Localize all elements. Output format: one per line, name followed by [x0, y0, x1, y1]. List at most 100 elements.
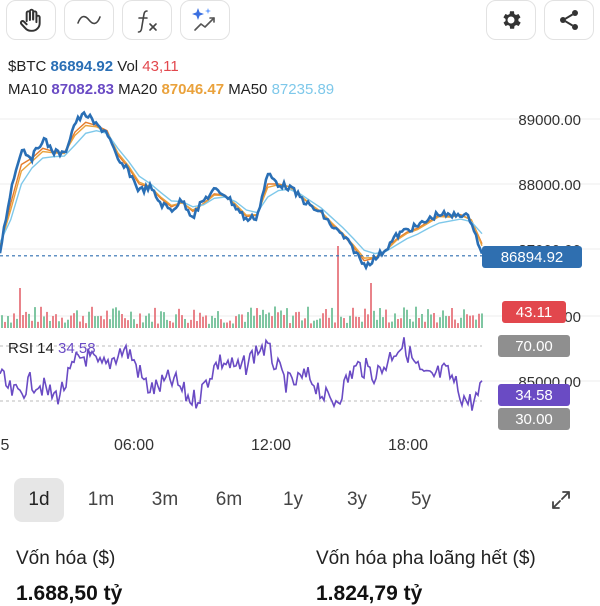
volume-bar	[430, 314, 432, 328]
volume-bar	[49, 320, 51, 328]
volume-bar	[331, 307, 333, 328]
rsi-value: 34.58	[58, 340, 96, 357]
volume-bar	[358, 316, 360, 328]
volume-bar	[94, 316, 96, 328]
volume-bar	[328, 317, 330, 328]
volume-bar	[118, 310, 120, 328]
volume-bar	[355, 316, 357, 328]
share-button[interactable]	[544, 0, 594, 40]
current-price-tag: 86894.92	[482, 246, 582, 268]
volume-bar	[175, 314, 177, 328]
settings-button[interactable]	[486, 0, 536, 40]
rsi-lower-tag: 30.00	[498, 408, 570, 430]
volume-bar	[382, 317, 384, 328]
range-3m[interactable]: 3m	[151, 489, 179, 510]
volume-bar	[13, 313, 15, 328]
volume-bar	[169, 320, 171, 328]
volume-bar	[271, 316, 273, 328]
volume-bar	[394, 313, 396, 328]
volume-bar	[142, 322, 144, 328]
volume-bar	[463, 309, 465, 328]
chart-canvas[interactable]: 89000.0088000.0087000.0086000.0085000.00…	[0, 44, 600, 464]
volume-bar	[7, 316, 9, 328]
volume-bar	[436, 322, 438, 328]
ma10-label: MA10	[8, 81, 48, 98]
indicators-button[interactable]	[122, 0, 172, 40]
volume-bar	[190, 319, 192, 328]
volume-bar	[16, 318, 18, 328]
volume-bar	[373, 310, 375, 328]
volume-bar	[427, 309, 429, 328]
volume-bar	[388, 322, 390, 328]
gear-icon	[503, 11, 521, 29]
chart-toolbar	[0, 0, 600, 44]
function-fx-icon	[137, 10, 157, 33]
volume-bar	[265, 314, 267, 328]
volume-bar	[448, 316, 450, 328]
volume-bar	[322, 313, 324, 328]
volume-bar	[46, 311, 48, 328]
volume-bar	[283, 314, 285, 328]
range-1d[interactable]: 1d	[14, 478, 64, 522]
volume-bar	[226, 322, 228, 328]
volume-bar	[433, 313, 435, 328]
range-6m[interactable]: 6m	[215, 489, 243, 510]
volume-bar	[286, 308, 288, 328]
volume-bar	[85, 323, 87, 328]
volume-bar	[274, 306, 276, 328]
volume-bar	[292, 315, 294, 328]
ma50-value: 87235.89	[271, 81, 335, 98]
volume-bar	[346, 322, 348, 328]
volume-bar	[91, 306, 93, 328]
volume-bar	[100, 315, 102, 328]
pan-tool-button[interactable]	[6, 0, 56, 40]
volume-bar	[454, 319, 456, 328]
volume-bar	[232, 323, 234, 328]
volume-bar	[214, 317, 216, 328]
range-3y[interactable]: 3y	[346, 489, 368, 510]
volume-bar	[385, 309, 387, 328]
volume-bar	[223, 322, 225, 328]
price-chart[interactable]: 89000.0088000.0087000.0086000.0085000.00…	[0, 44, 600, 464]
volume-bar	[163, 312, 165, 328]
volume-bar	[391, 321, 393, 328]
volume-tag: 43.11	[502, 301, 566, 323]
volume-bar	[88, 311, 90, 328]
draw-line-tool-button[interactable]	[64, 0, 114, 40]
volume-bar	[364, 308, 366, 328]
share-icon	[560, 10, 578, 30]
volume-bar	[112, 308, 114, 328]
x-tick-label: 18:00	[388, 437, 428, 454]
volume-bar	[412, 321, 414, 328]
range-1m[interactable]: 1m	[87, 489, 115, 510]
volume-bar	[211, 315, 213, 328]
hand-pan-icon	[19, 8, 41, 32]
x-tick-label: 12:00	[251, 437, 291, 454]
volume-bar	[31, 320, 33, 328]
volume-bar	[61, 317, 63, 328]
volume-bar	[37, 321, 39, 328]
ma-legend: MA10 87082.83 MA20 87046.47 MA50 87235.8…	[8, 81, 334, 98]
volume-bar	[67, 319, 69, 328]
volume-bar	[418, 317, 420, 328]
ai-analysis-button[interactable]	[180, 0, 230, 40]
volume-bar	[472, 315, 474, 328]
volume-bar	[187, 322, 189, 328]
volume-bar	[25, 311, 27, 328]
volume-bar	[343, 318, 345, 328]
x-tick-label: 06:00	[114, 437, 154, 454]
volume-bar	[103, 319, 105, 328]
rsi-upper-tag: 70.00	[498, 335, 570, 357]
range-1y[interactable]: 1y	[282, 489, 304, 510]
volume-bar	[220, 319, 222, 328]
volume-bar	[460, 317, 462, 328]
volume-bar	[481, 313, 483, 328]
volume-bar	[424, 321, 426, 328]
range-5y[interactable]: 5y	[410, 489, 432, 510]
rsi-line	[0, 337, 483, 411]
expand-chart-button[interactable]	[544, 478, 578, 522]
volume-bar	[451, 308, 453, 328]
volume-bar	[298, 311, 300, 328]
volume-bar	[130, 311, 132, 328]
wave-drawing-icon	[77, 15, 101, 25]
